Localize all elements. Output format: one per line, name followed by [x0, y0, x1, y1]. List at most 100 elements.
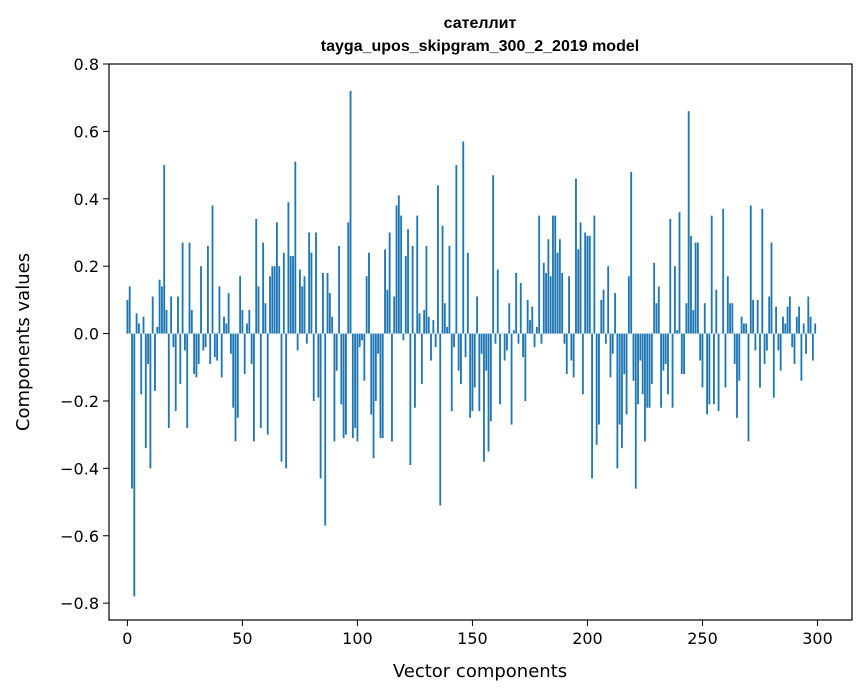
bar-102: [361, 334, 363, 341]
bar-103: [363, 334, 365, 381]
bar-109: [377, 334, 379, 354]
bar-224: [642, 334, 644, 395]
bar-14: [159, 280, 161, 334]
bar-188: [559, 239, 561, 333]
bar-57: [258, 286, 260, 333]
bar-297: [810, 317, 812, 334]
bar-194: [573, 334, 575, 378]
y-ticks-group: −0.8−0.6−0.4−0.20.00.20.40.60.8: [60, 55, 109, 613]
bar-187: [557, 253, 559, 334]
bar-290: [794, 334, 796, 364]
bar-29: [193, 334, 195, 374]
bar-10: [149, 334, 151, 469]
bar-98: [352, 334, 354, 438]
bar-199: [584, 232, 586, 333]
bar-35: [207, 246, 209, 334]
bar-37: [212, 206, 214, 334]
bar-242: [683, 334, 685, 374]
bar-59: [262, 243, 264, 334]
bar-130: [426, 246, 428, 334]
bar-114: [389, 232, 391, 333]
bar-17: [166, 310, 168, 334]
bar-235: [667, 334, 669, 395]
bar-219: [630, 172, 632, 334]
bar-43: [225, 323, 227, 333]
bar-42: [223, 317, 225, 334]
bar-135: [437, 185, 439, 333]
bar-13: [156, 327, 158, 334]
bar-261: [727, 276, 729, 333]
bar-259: [722, 209, 724, 334]
bar-170: [518, 334, 520, 344]
bar-294: [803, 323, 805, 333]
bar-28: [191, 310, 193, 334]
bar-289: [791, 334, 793, 347]
y-tick-label: −0.2: [60, 392, 99, 411]
bar-176: [531, 307, 533, 334]
bar-141: [451, 334, 453, 412]
bar-22: [177, 297, 179, 334]
bar-254: [711, 216, 713, 334]
bar-153: [478, 334, 480, 412]
bar-175: [529, 320, 531, 333]
bar-174: [527, 300, 529, 334]
bar-4: [136, 313, 138, 333]
bar-90: [334, 334, 336, 442]
bar-226: [646, 334, 648, 408]
bar-32: [200, 266, 202, 333]
bar-79: [308, 232, 310, 333]
bar-192: [568, 276, 570, 333]
bar-89: [331, 317, 333, 334]
bar-156: [485, 334, 487, 371]
bar-205: [598, 334, 600, 425]
bar-1: [129, 286, 131, 333]
bar-149: [469, 334, 471, 418]
bar-104: [366, 276, 368, 333]
bar-255: [713, 334, 715, 405]
bar-225: [644, 334, 646, 442]
bar-215: [621, 334, 623, 449]
bar-222: [637, 334, 639, 405]
bar-150: [472, 334, 474, 412]
bar-106: [370, 334, 372, 415]
bar-92: [338, 246, 340, 334]
bar-78: [306, 334, 308, 344]
bar-48: [237, 334, 239, 418]
bar-210: [610, 334, 612, 378]
bar-229: [653, 263, 655, 334]
bar-182: [545, 273, 547, 334]
bar-108: [375, 334, 377, 401]
chart-title-line1: сателлит: [444, 15, 517, 32]
bar-76: [301, 286, 303, 333]
y-tick-label: 0.0: [74, 325, 99, 344]
bar-288: [789, 297, 791, 334]
bar-231: [658, 286, 660, 333]
bar-83: [317, 334, 319, 398]
bar-169: [515, 273, 517, 334]
bar-134: [435, 334, 437, 347]
bar-16: [163, 165, 165, 333]
bar-97: [350, 91, 352, 334]
bar-151: [474, 334, 476, 388]
bar-275: [759, 334, 761, 388]
bar-80: [311, 253, 313, 334]
bar-51: [244, 334, 246, 374]
bar-209: [607, 266, 609, 333]
bar-177: [534, 334, 536, 347]
bar-72: [292, 256, 294, 334]
bar-118: [398, 195, 400, 333]
bar-183: [547, 239, 549, 333]
bar-269: [745, 323, 747, 333]
bar-171: [520, 283, 522, 334]
bar-23: [179, 334, 181, 385]
bar-147: [465, 334, 467, 358]
bar-243: [685, 303, 687, 333]
bar-25: [184, 334, 186, 351]
bar-280: [771, 243, 773, 334]
bar-282: [775, 307, 777, 334]
bar-293: [800, 334, 802, 381]
bar-124: [412, 246, 414, 334]
bar-264: [734, 334, 736, 364]
bar-207: [603, 290, 605, 334]
bar-8: [145, 334, 147, 449]
